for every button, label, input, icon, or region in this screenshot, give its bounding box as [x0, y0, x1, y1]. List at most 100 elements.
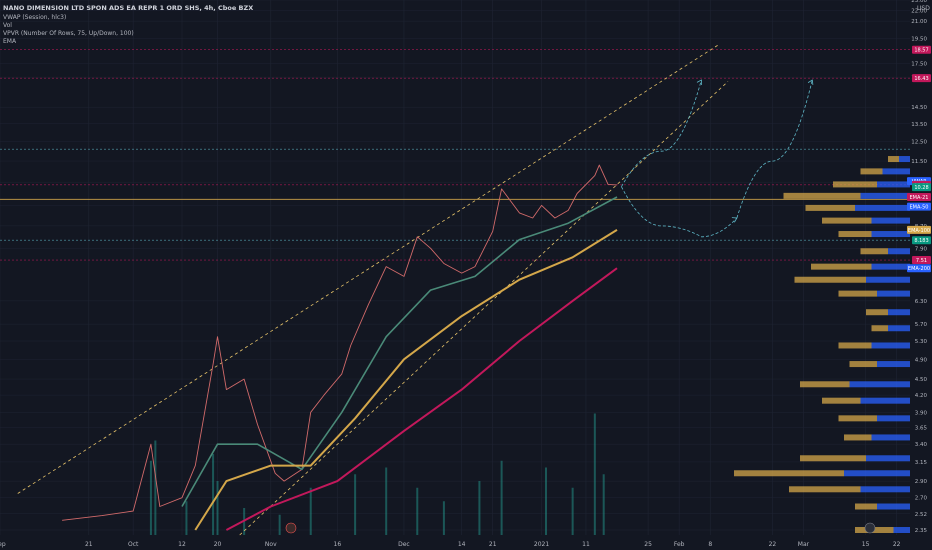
time-tick-label: 20: [214, 541, 222, 548]
price-tick-label: 11.50: [911, 159, 927, 165]
time-tick-label: 11: [582, 541, 590, 548]
event-marker[interactable]: [285, 522, 297, 534]
price-tick-label: 2.35: [915, 528, 928, 534]
price-tick-label: 3.90: [915, 410, 928, 416]
price-tag: [912, 74, 931, 83]
time-tick-label: Oct: [128, 541, 139, 548]
time-axis: Sep 21 Oct 12 20 Nov 16 Dec 14 21 2021 11 25 Feb 8 22 Ma…: [0, 541, 901, 548]
series-ema_mid: [194, 229, 618, 531]
price-tags: 18.5716.43VWAP10.3810.28EMA-21EMA-50EMA-…: [907, 45, 931, 273]
price-tick-label: 7.90: [915, 246, 928, 252]
volume-bar: [185, 501, 188, 535]
time-tick-label: 21: [85, 541, 93, 548]
price-tag-label: EMA-21: [910, 195, 929, 201]
price-tick-label: 12.50: [911, 140, 927, 146]
volume-bar: [442, 501, 445, 535]
volume-bar: [154, 440, 157, 535]
price-tag-label: 18.57: [914, 48, 928, 54]
price-tag-label: 16.43: [914, 76, 928, 82]
volume-profile-down: [811, 263, 872, 270]
volume-bar: [309, 487, 312, 535]
price-tag: [907, 193, 931, 202]
price-tag-label: EMA-50: [910, 205, 929, 211]
volume-profile-up: [860, 397, 910, 404]
price-tag: [907, 225, 931, 234]
volume-profile-down: [838, 342, 872, 349]
volume-profile-up: [871, 434, 910, 441]
volume-bar: [478, 481, 481, 535]
volume-profile-down: [838, 415, 877, 422]
trend-channel[interactable]: [17, 44, 729, 536]
volume-profile-up: [871, 217, 910, 224]
volume-profile-down: [734, 470, 844, 477]
volume-profile-down: [888, 156, 899, 163]
price-tick-label: 4.90: [915, 357, 928, 363]
volume-profile-up: [877, 503, 910, 510]
time-tick-label: 14: [458, 541, 466, 548]
grid: [0, 0, 910, 535]
price-tag: [912, 45, 931, 54]
projection-path: [621, 79, 702, 187]
price-tick-label: 13.50: [911, 122, 927, 128]
legend-vpvr: VPVR (Number Of Rows, 75, Up/Down, 100): [3, 30, 134, 37]
volume-profile-up: [844, 470, 910, 477]
volume-profile-down: [822, 397, 861, 404]
volume-bar: [602, 474, 605, 535]
time-tick-label: Feb: [674, 541, 685, 548]
volume-bar: [354, 474, 357, 535]
volume-bar: [500, 460, 503, 535]
volume-profile-down: [805, 204, 855, 211]
volume-profile-up: [871, 263, 910, 270]
price-tag: [912, 256, 931, 265]
earnings-marker[interactable]: [864, 522, 876, 534]
legend-vol: Vol: [3, 22, 12, 29]
price-tick-label: 4.20: [915, 393, 928, 399]
price-axis-panel[interactable]: [910, 0, 932, 550]
legend-ema: EMA: [3, 38, 17, 45]
legend-title: NANO DIMENSION LTD SPON ADS EA REPR 1 OR…: [3, 4, 253, 12]
volume-profile: [734, 156, 910, 534]
channel-line: [17, 44, 720, 494]
price-tick-label: 2.90: [915, 479, 928, 485]
price-tag-label: 7.51: [916, 258, 927, 264]
price-tag-label: EMA-200: [908, 266, 930, 272]
projection-arrowhead: [696, 79, 703, 86]
price-tick-label: 3.65: [915, 426, 928, 432]
price-tick-label: 23.00: [911, 0, 927, 4]
volume-profile-down: [800, 455, 866, 462]
price-tag: [912, 236, 931, 245]
horizontal-levels[interactable]: [0, 49, 910, 261]
volume-profile-up: [882, 168, 910, 175]
volume-bar: [545, 467, 547, 535]
legend: NANO DIMENSION LTD SPON ADS EA REPR 1 OR…: [3, 4, 253, 45]
series-ema_short: [181, 196, 618, 507]
volume-profile-up: [866, 276, 910, 283]
time-tick-label: 2021: [534, 541, 549, 548]
price-tick-label: 3.15: [915, 460, 928, 466]
price-tag: [912, 183, 931, 192]
time-tick-label: 12: [178, 541, 186, 548]
price-tick-label: 5.30: [915, 339, 928, 345]
price-tag-label: 8.183: [914, 238, 928, 244]
volume-profile-up: [877, 290, 910, 297]
price-tag-label: 10.28: [914, 185, 928, 191]
price-axis: 23.0022.0021.0019.5017.5016.5014.5013.50…: [911, 0, 927, 534]
volume-bar: [216, 481, 219, 535]
volume-profile-up: [877, 361, 910, 368]
time-tick-label: 16: [334, 541, 342, 548]
volume-bar: [571, 487, 574, 535]
volume-profile-down: [794, 276, 866, 283]
time-tick-label: 21: [489, 541, 497, 548]
volume-profile-up: [871, 342, 910, 349]
series-lines: [62, 164, 618, 531]
volume-profile-down: [871, 325, 888, 332]
projection-paths[interactable]: [621, 79, 814, 238]
volume-profile-down: [860, 168, 883, 175]
volume-profile-up: [855, 204, 910, 211]
volume-profile-down: [838, 290, 877, 297]
price-tick-label: 2.52: [915, 512, 927, 518]
time-axis-panel[interactable]: [0, 536, 910, 550]
volume-profile-down: [849, 361, 877, 368]
